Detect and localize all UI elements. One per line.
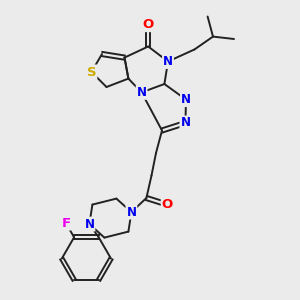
Text: F: F xyxy=(61,217,70,230)
Text: N: N xyxy=(163,55,173,68)
Text: N: N xyxy=(84,218,94,231)
Text: O: O xyxy=(142,18,154,31)
Text: S: S xyxy=(87,65,96,79)
Text: N: N xyxy=(180,116,190,130)
Text: N: N xyxy=(181,93,191,106)
Text: O: O xyxy=(162,198,173,211)
Text: N: N xyxy=(126,206,136,219)
Text: N: N xyxy=(136,86,147,99)
